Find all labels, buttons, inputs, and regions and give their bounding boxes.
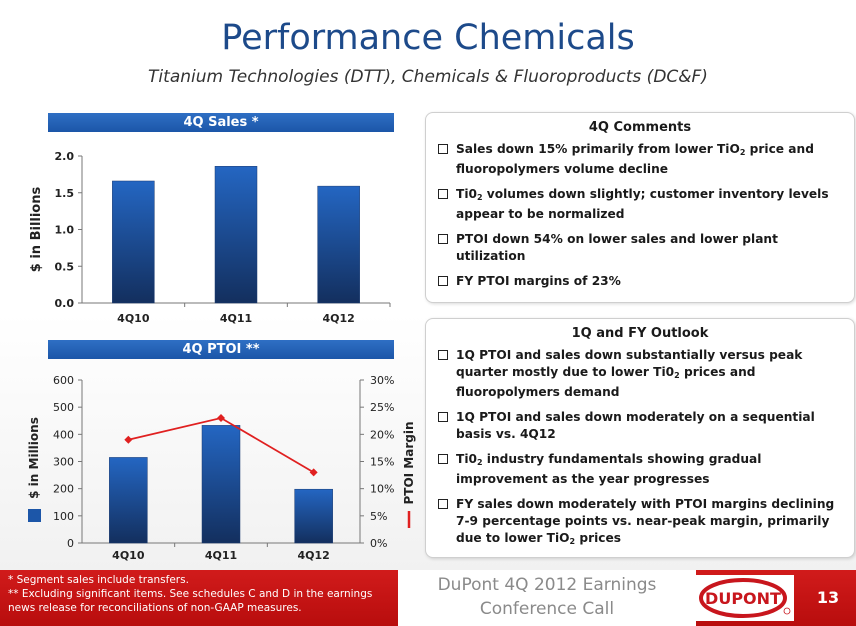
ptoi-bar: [294, 488, 333, 544]
comments-item-subscript: 2: [476, 193, 483, 202]
ptoi-margin-point: [124, 435, 133, 444]
comments-item-text-cont: price and fluoropolymers volume decline: [456, 142, 814, 176]
sales-bar: [317, 185, 360, 304]
ptoi-margin-point: [217, 414, 225, 423]
ptoi-right-tick-label: 10%: [370, 483, 394, 496]
sales-y-tick-label: 2.0: [55, 150, 75, 163]
sales-chart-header: 4Q Sales *: [48, 113, 394, 132]
comments-title: 4Q Comments: [588, 120, 692, 135]
logo-wordmark: DUPONT: [705, 589, 781, 608]
ptoi-left-axis-label: $ in Millions: [27, 417, 41, 499]
comments-item-subscript: 2: [739, 148, 746, 157]
outlook-item-text-cont: prices and fluoropolymers demand: [456, 365, 756, 399]
ptoi-x-tick-label: 4Q11: [205, 549, 237, 562]
ptoi-left-tick-label: 0: [67, 537, 74, 550]
ptoi-margin-point: [309, 468, 318, 477]
outlook-item: 1Q PTOI and sales down moderately on a s…: [438, 409, 844, 443]
checkbox-bullet-icon: [438, 144, 448, 154]
outlook-item-subscript: 2: [569, 537, 576, 546]
ptoi-x-tick-label: 4Q10: [112, 549, 145, 562]
ptoi-left-tick-label: 600: [53, 374, 74, 387]
outlook-title: 1Q and FY Outlook: [571, 326, 709, 341]
sales-y-axis-label: $ in Billions: [29, 187, 44, 273]
page-title: Performance Chemicals: [221, 18, 635, 58]
sales-bar: [112, 180, 155, 304]
ptoi-left-tick-label: 500: [53, 401, 74, 414]
sales-y-tick-label: 1.0: [55, 224, 75, 237]
outlook-item-text: 1Q PTOI and sales down substantially ver…: [456, 348, 803, 379]
comments-list: Sales down 15% primarily from lower TiO2…: [426, 141, 854, 290]
ptoi-left-tick-label: 100: [53, 510, 74, 523]
sales-bar-chart: 0.0 0.5 1.0 1.5 2.0 $ in Billions 4Q10 4Q11 4Q12: [29, 150, 391, 325]
footnote-significant-items: ** Excluding significant items. See sche…: [8, 588, 373, 614]
footnote-segment-sales: * Segment sales include transfers.: [8, 574, 189, 586]
ptoi-right-tick-label: 15%: [370, 456, 394, 469]
ptoi-right-tick-label: 25%: [370, 401, 394, 414]
footer-event-title: DuPont 4Q 2012 Earnings Conference Call: [398, 570, 696, 626]
ptoi-left-tick-label: 200: [53, 483, 74, 496]
ptoi-right-tick-label: 0%: [370, 537, 387, 550]
sales-x-tick-label: 4Q12: [323, 312, 355, 325]
ptoi-bar: [201, 425, 241, 544]
checkbox-bullet-icon: [438, 454, 448, 464]
footer-notes: * Segment sales include transfers. ** Ex…: [8, 573, 398, 615]
ptoi-bar-legend-swatch: [28, 509, 41, 522]
comments-item: FY PTOI margins of 23%: [438, 273, 844, 290]
checkbox-bullet-icon: [438, 234, 448, 244]
ptoi-left-tick-label: 300: [53, 456, 74, 469]
sales-y-tick-label: 1.5: [55, 187, 75, 200]
comments-item-text: PTOI down 54% on lower sales and lower p…: [456, 232, 778, 263]
comments-panel: 4Q Comments Sales down 15% primarily fro…: [425, 112, 855, 303]
outlook-item-subscript: 2: [674, 371, 680, 380]
outlook-item-text: FY sales down moderately with PTOI margi…: [456, 497, 835, 545]
ptoi-bar: [109, 457, 148, 544]
comments-item-text-cont: volumes down slightly; customer inventor…: [456, 187, 829, 221]
outlook-item: Ti02 industry fundamentals showing gradu…: [438, 451, 844, 488]
outlook-item: 1Q PTOI and sales down substantially ver…: [438, 347, 844, 401]
comments-item: Sales down 15% primarily from lower TiO2…: [438, 141, 844, 178]
comments-item: Ti02 volumes down slightly; customer inv…: [438, 186, 844, 223]
ptoi-right-tick-label: 30%: [370, 374, 394, 387]
page-subtitle: Titanium Technologies (DTT), Chemicals &…: [148, 67, 708, 87]
checkbox-bullet-icon: [438, 350, 448, 360]
checkbox-bullet-icon: [438, 412, 448, 422]
ptoi-right-axis-label: PTOI Margin: [402, 421, 416, 504]
comments-item-text: FY PTOI margins of 23%: [456, 274, 621, 288]
outlook-item-text: Ti0: [456, 452, 477, 466]
outlook-panel: 1Q and FY Outlook 1Q PTOI and sales down…: [425, 318, 855, 558]
sales-x-tick-label: 4Q11: [220, 312, 252, 325]
sales-x-tick-label: 4Q10: [117, 312, 150, 325]
checkbox-bullet-icon: [438, 189, 448, 199]
footer-event-line1: DuPont 4Q 2012 Earnings: [437, 575, 657, 595]
ptoi-right-tick-label: 20%: [370, 428, 394, 441]
sales-y-tick-label: 0.0: [55, 297, 75, 310]
outlook-item: FY sales down moderately with PTOI margi…: [438, 496, 844, 550]
dupont-logo: DUPONT: [696, 575, 794, 621]
ptoi-combo-chart: 0 100 200 300 400 500 600 0% 5% 10% 15% 20% 25% 30% $ …: [27, 374, 416, 562]
outlook-item-text: 1Q PTOI and sales down moderately on a s…: [456, 410, 815, 441]
ptoi-chart-header: 4Q PTOI **: [48, 340, 394, 359]
checkbox-bullet-icon: [438, 499, 448, 509]
comments-item-text: Sales down 15% primarily from lower TiO: [456, 142, 740, 156]
ptoi-left-tick-label: 400: [53, 428, 74, 441]
sales-y-tick-label: 0.5: [55, 260, 75, 273]
outlook-item-text-cont: industry fundamentals showing gradual im…: [456, 452, 762, 486]
sales-bar: [214, 166, 258, 304]
comments-item-text: Ti0: [456, 187, 477, 201]
page-number: 13: [816, 588, 840, 607]
ptoi-right-tick-label: 5%: [370, 510, 387, 523]
ptoi-x-tick-label: 4Q12: [298, 549, 330, 562]
footer-event-line2: Conference Call: [479, 599, 615, 619]
checkbox-bullet-icon: [438, 276, 448, 286]
outlook-item-subscript: 2: [476, 458, 483, 467]
comments-item: PTOI down 54% on lower sales and lower p…: [438, 231, 844, 265]
outlook-list: 1Q PTOI and sales down substantially ver…: [426, 347, 854, 550]
outlook-item-text-cont: prices: [575, 531, 622, 545]
